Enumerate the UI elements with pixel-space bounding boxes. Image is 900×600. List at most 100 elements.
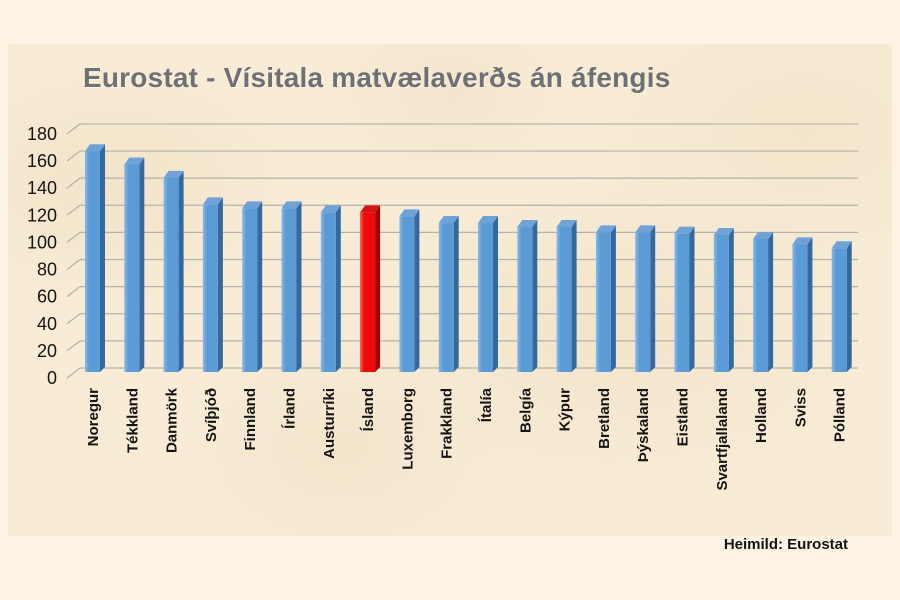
y-axis-tick [66,231,81,243]
y-axis-tick [66,313,81,325]
x-axis-label: Holland [753,388,770,443]
bar-top-face [399,209,420,217]
y-axis-tick-label: 160 [27,151,57,171]
x-axis-label: Belgía [517,387,534,433]
bar-top-face [281,201,302,209]
bar-sviss [792,237,813,372]
bar-polland [831,241,852,372]
x-axis-label: Luxemborg [399,388,416,470]
x-axis-label: Þýskaland [635,388,652,462]
bar-danmork [163,170,184,372]
bar-top-face [792,237,813,245]
y-axis-tick [66,123,81,135]
x-axis-label: Pólland [832,388,849,442]
bar-top-face [674,226,695,234]
bar-top-face [438,216,459,224]
bar-front-face [478,223,493,372]
bar-front-face [635,232,651,372]
bar-top-face [713,228,734,236]
bar-front-face [399,216,415,372]
bar-side-face [335,205,341,372]
bar-side-face [296,201,302,372]
y-axis-tick [66,150,81,162]
y-axis-tick [66,367,81,379]
bar-holland [753,232,774,372]
y-axis: 0 20 40 60 80 100 120 140 160 180 [27,123,81,388]
bar-side-face [139,157,145,372]
bar-tekkland [124,157,145,372]
bar-luxemborg [399,209,420,372]
x-axis-label: Bretland [596,388,613,449]
y-axis-tick-label: 80 [37,260,57,280]
bar-svijo [202,197,223,372]
bar-front-face [202,204,218,372]
bar-top-face [595,225,616,233]
bar-top-face [478,216,498,224]
bar-side-face [375,205,381,372]
x-axis-label: Ísland [360,388,377,431]
y-axis-tick [66,177,81,189]
bar-front-face [360,212,376,372]
bar-top-face [831,241,852,249]
y-axis-tick [66,286,81,298]
bar-top-face [85,144,105,152]
bar-side-face [650,225,656,372]
bar-top-face [635,225,656,233]
bar-side-face [768,232,774,372]
bar-bretland [595,225,616,372]
bars [85,144,852,372]
source-note: Heimild: Eurostat [723,536,848,553]
bar-front-face [753,239,769,372]
bar-eistland [674,226,695,372]
bar-top-face [556,220,577,228]
bar-side-face [453,216,459,372]
bar-side-face [807,237,813,372]
bar-front-face [85,151,100,372]
bar-top-face [163,170,184,178]
bar-front-face [163,177,179,372]
bar-noregur [85,144,105,372]
bar-side-face [414,209,420,372]
x-axis-label: Kýpur [557,388,574,432]
bar-side-face [493,216,498,372]
x-axis-label: Finnland [242,388,259,451]
bar-front-face [595,232,611,372]
y-axis-tick-label: 140 [27,178,57,198]
x-axis-label: Noregur [85,388,102,447]
bar-front-face [281,208,297,372]
bar-front-face [713,235,729,372]
x-axis-label: Eistland [675,388,692,446]
x-axis-label: Svíþjóð [203,388,220,442]
bar-side-face [728,228,734,372]
bar-top-face [242,201,263,209]
y-axis-tick [66,204,81,216]
bar-front-face [674,233,690,372]
bar-side-face [571,220,577,372]
bar-frakkland [438,216,459,372]
bar-island [360,205,381,372]
bar-top-face [517,220,538,228]
bar-top-face [753,232,774,239]
bar-side-face [178,170,184,372]
y-axis-tick-label: 120 [27,205,57,225]
bar-front-face [320,212,336,372]
bar-belgia [517,220,538,372]
y-axis-tick-label: 100 [27,232,57,252]
x-axis-label: Írland [282,388,299,429]
x-axis-label: Austurríki [321,388,338,459]
y-axis-tick-label: 40 [37,314,57,334]
bar-italia [478,216,498,372]
bar-yskaland [635,225,656,372]
bar-front-face [124,164,140,372]
x-axis-label: Frakkland [439,388,456,459]
x-axis-label: Svartfjallaland [714,388,731,491]
bar-svartfjallaland [713,228,734,372]
y-axis-tick [66,259,81,271]
bar-front-face [438,223,454,372]
bar-side-face [846,241,852,372]
y-axis-tick-label: 180 [27,124,57,144]
gridlines [80,123,858,369]
bar-side-face [217,197,223,372]
bar-side-face [610,225,616,372]
